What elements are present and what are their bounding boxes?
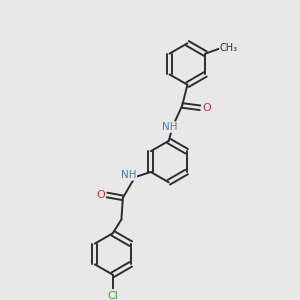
Text: O: O [202, 103, 211, 113]
Text: O: O [96, 190, 105, 200]
Text: CH₃: CH₃ [220, 44, 238, 53]
Text: NH: NH [162, 122, 177, 132]
Text: Cl: Cl [107, 291, 118, 300]
Text: NH: NH [121, 170, 136, 180]
